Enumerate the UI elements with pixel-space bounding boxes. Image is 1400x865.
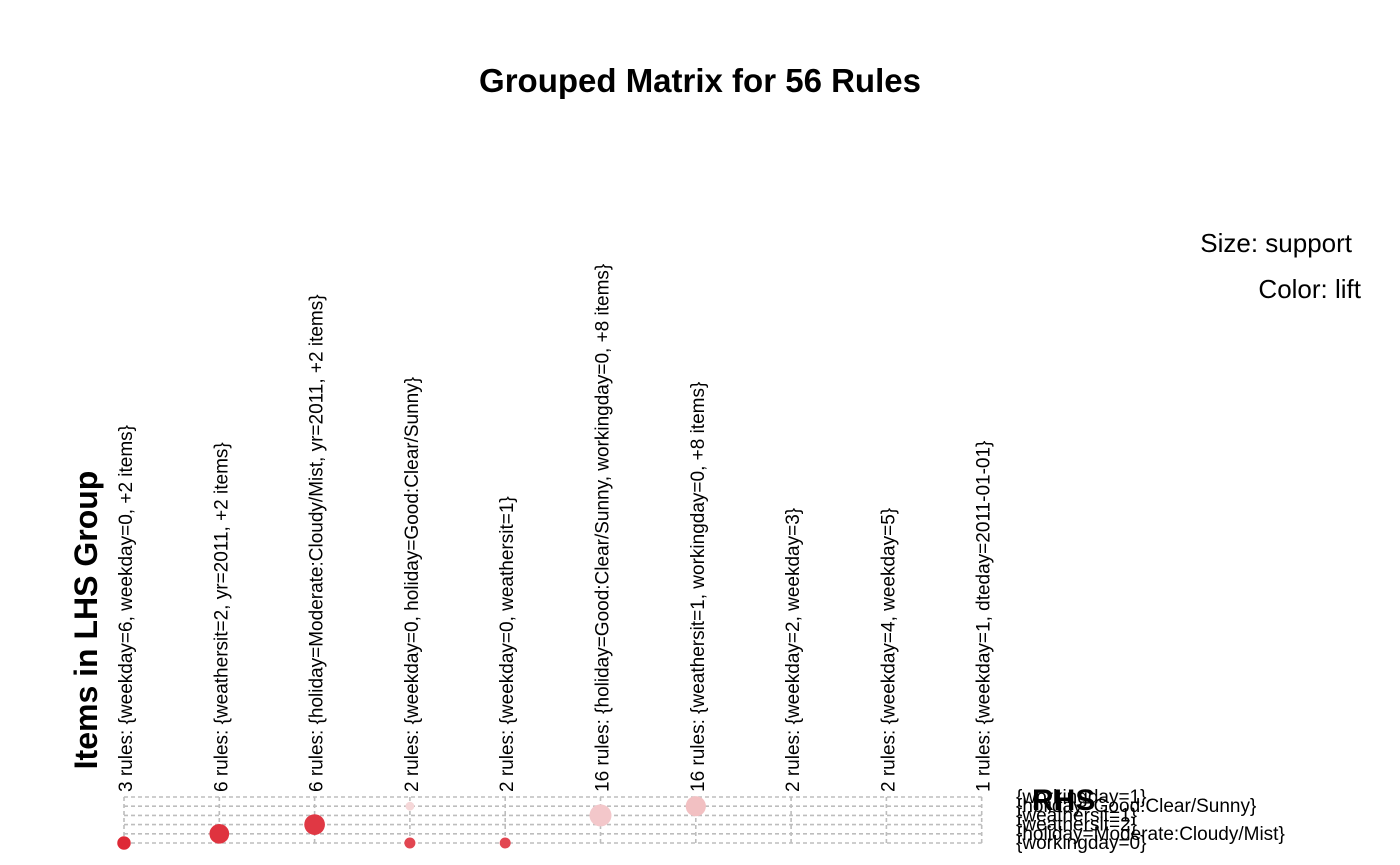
rhs-item-labels: {workingday=1}{holiday=Good:Clear/Sunny}…	[1016, 787, 1285, 854]
lhs-group-label: 2 rules: {weekday=2, weekday=3}	[783, 508, 804, 792]
rhs-item-label: {weathersit=2}	[1016, 815, 1137, 836]
rule-point	[404, 837, 416, 849]
lhs-group-label: 6 rules: {holiday=Moderate:Cloudy/Mist, …	[307, 294, 328, 792]
rule-point	[405, 801, 415, 811]
lhs-group-label: 2 rules: {weekday=0, holiday=Good:Clear/…	[402, 377, 423, 792]
rule-point	[685, 796, 706, 817]
rhs-item-label: {weathersit=1}	[1016, 805, 1137, 826]
rhs-item-label: {holiday=Moderate:Cloudy/Mist}	[1016, 824, 1285, 845]
lhs-group-label: 3 rules: {weekday=6, weekday=0, +2 items…	[116, 425, 137, 792]
rule-point	[117, 836, 131, 850]
legend-size-label: Size: support	[1200, 228, 1353, 258]
data-points	[117, 796, 706, 850]
rule-point	[589, 804, 612, 827]
lhs-group-label: 16 rules: {weathersit=1, workingday=0, +…	[688, 382, 709, 792]
lhs-group-label: 2 rules: {weekday=0, weathersit=1}	[497, 496, 518, 792]
lhs-group-label: 2 rules: {weekday=4, weekday=5}	[878, 508, 899, 792]
grid-lines	[123, 796, 983, 844]
y-axis-label: RHS	[1032, 784, 1095, 817]
rhs-item-label: {workingday=0}	[1016, 833, 1146, 854]
lhs-group-label: 1 rules: {weekday=1, dteday=2011-01-01}	[974, 441, 995, 792]
legend-color-label: Color: lift	[1258, 274, 1361, 304]
lhs-group-label: 16 rules: {holiday=Good:Clear/Sunny, wor…	[593, 264, 614, 792]
rule-point	[304, 814, 325, 835]
lhs-group-label: 6 rules: {weathersit=2, yr=2011, +2 item…	[211, 442, 232, 792]
rhs-item-label: {workingday=1}	[1016, 787, 1146, 808]
chart-title: Grouped Matrix for 56 Rules	[479, 62, 921, 99]
rule-point	[209, 823, 230, 844]
rule-point	[499, 837, 511, 849]
rhs-item-label: {holiday=Good:Clear/Sunny}	[1016, 796, 1256, 817]
lhs-group-labels: 3 rules: {weekday=6, weekday=0, +2 items…	[116, 264, 995, 792]
x-axis-label: Items in LHS Group	[68, 471, 104, 770]
